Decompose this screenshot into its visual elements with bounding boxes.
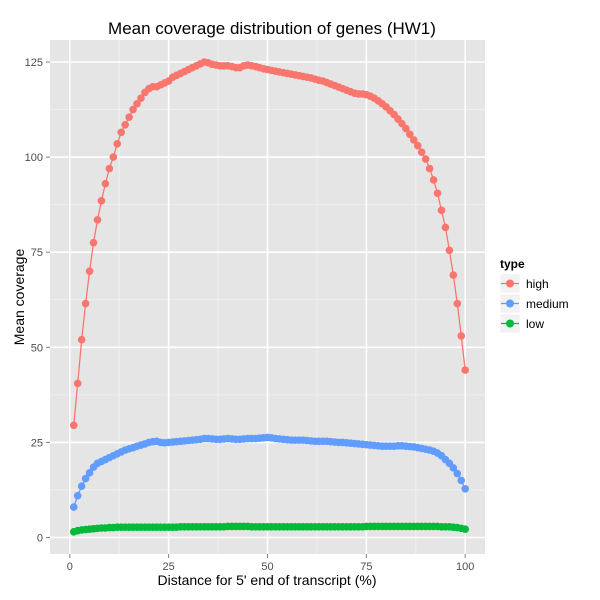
data-point-high xyxy=(113,139,122,148)
x-axis-title: Distance for 5' end of transcript (%) xyxy=(158,572,377,588)
data-point-high xyxy=(406,130,414,139)
data-point-high xyxy=(97,197,106,205)
data-point-medium xyxy=(77,482,86,490)
y-tick-label: 50 xyxy=(31,342,43,354)
data-point-high xyxy=(137,94,145,102)
data-point-high xyxy=(125,113,133,121)
data-point-high xyxy=(429,176,438,184)
data-point-high xyxy=(81,299,90,308)
data-point-high xyxy=(453,299,462,308)
y-axis: 0 25 50 75 100 125 xyxy=(25,57,50,545)
data-point-high xyxy=(449,271,458,279)
data-point-high xyxy=(433,189,442,198)
chart-title: Mean coverage distribution of genes (HW1… xyxy=(108,19,436,38)
data-point-high xyxy=(133,100,141,108)
data-point-high xyxy=(457,332,466,340)
data-point-high xyxy=(441,223,450,232)
y-tick-label: 100 xyxy=(25,152,43,164)
data-point-high xyxy=(69,421,78,430)
data-point-high xyxy=(77,335,86,344)
x-tick-label: 100 xyxy=(456,561,474,573)
data-point-medium xyxy=(69,503,78,511)
series-points xyxy=(69,58,470,536)
x-tick-label: 0 xyxy=(67,561,73,573)
data-point-medium xyxy=(73,491,82,500)
y-tick-label: 25 xyxy=(31,437,43,449)
data-point-high xyxy=(109,153,118,161)
data-point-high xyxy=(117,128,126,137)
data-point-high xyxy=(93,216,102,224)
y-tick-label: 0 xyxy=(37,533,43,545)
data-point-high xyxy=(89,238,98,247)
legend-point-low xyxy=(506,319,514,328)
data-point-high xyxy=(85,267,94,276)
data-point-high xyxy=(413,141,422,150)
data-point-high xyxy=(101,179,110,188)
legend-label-medium: medium xyxy=(526,297,569,311)
y-axis-title: Mean coverage xyxy=(11,249,27,346)
legend: type high medium low xyxy=(499,257,569,334)
x-axis: 0 25 50 75 100 xyxy=(67,554,474,573)
data-point-high xyxy=(105,164,114,173)
legend-title: type xyxy=(500,257,525,271)
x-tick-label: 25 xyxy=(163,561,175,573)
data-point-medium xyxy=(449,464,458,472)
data-point-low xyxy=(461,525,470,533)
data-point-medium xyxy=(81,474,90,483)
data-point-high xyxy=(409,136,418,144)
data-point-high xyxy=(445,246,454,255)
data-point-high xyxy=(417,148,426,156)
data-point-high xyxy=(421,155,430,163)
data-point-high xyxy=(437,206,446,215)
legend-label-low: low xyxy=(526,317,544,331)
data-point-high xyxy=(461,366,470,374)
y-tick-label: 75 xyxy=(31,247,43,259)
data-point-medium xyxy=(85,469,94,477)
x-tick-label: 50 xyxy=(261,561,273,573)
legend-point-high xyxy=(506,279,514,288)
data-point-medium xyxy=(461,485,470,493)
major-gridlines xyxy=(50,40,485,554)
data-point-high xyxy=(129,105,137,114)
x-tick-label: 75 xyxy=(360,561,372,573)
data-point-high xyxy=(402,124,410,133)
data-point-high xyxy=(425,164,434,173)
data-point-medium xyxy=(453,469,462,478)
data-point-medium xyxy=(457,476,466,485)
legend-point-medium xyxy=(506,299,514,308)
data-point-high xyxy=(73,379,82,388)
data-point-high xyxy=(121,120,129,129)
legend-label-high: high xyxy=(526,277,549,291)
y-tick-label: 125 xyxy=(25,57,43,69)
